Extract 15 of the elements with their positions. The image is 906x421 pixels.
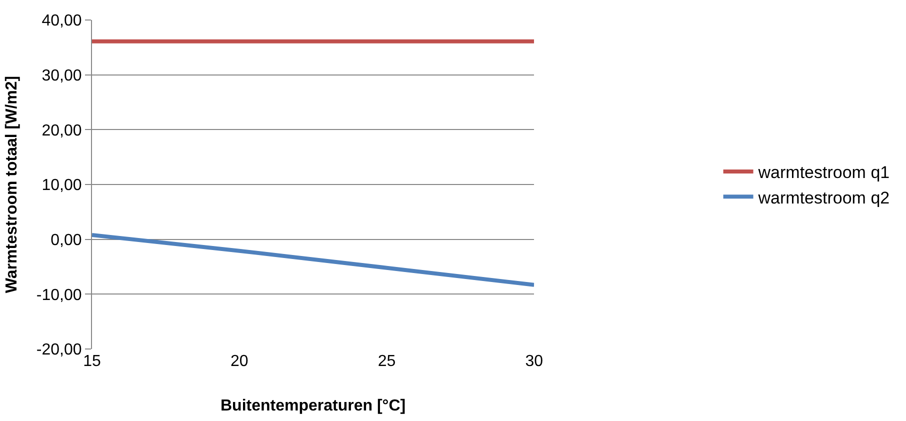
x-tick-label: 20: [230, 353, 248, 370]
y-tick-label: 40,00: [42, 12, 82, 30]
y-tick-label: 0,00: [50, 232, 82, 249]
x-axis-title: Buitentemperaturen [°C]: [220, 398, 406, 415]
y-tick-label: -20,00: [36, 342, 82, 359]
y-axis-title: Warmtestroom totaal [W/m2]: [3, 76, 20, 294]
x-tick-label: 25: [378, 353, 396, 370]
y-tick-label: 10,00: [42, 177, 82, 194]
y-tick-label: 30,00: [42, 67, 82, 84]
legend-label: warmtestroom q2: [757, 188, 890, 208]
y-tick-label: 20,00: [42, 122, 82, 140]
legend-label: warmtestroom q1: [757, 163, 890, 182]
x-tick-label: 30: [525, 353, 544, 370]
x-tick-label: 15: [83, 353, 101, 370]
y-tick-label: -10,00: [36, 286, 82, 304]
